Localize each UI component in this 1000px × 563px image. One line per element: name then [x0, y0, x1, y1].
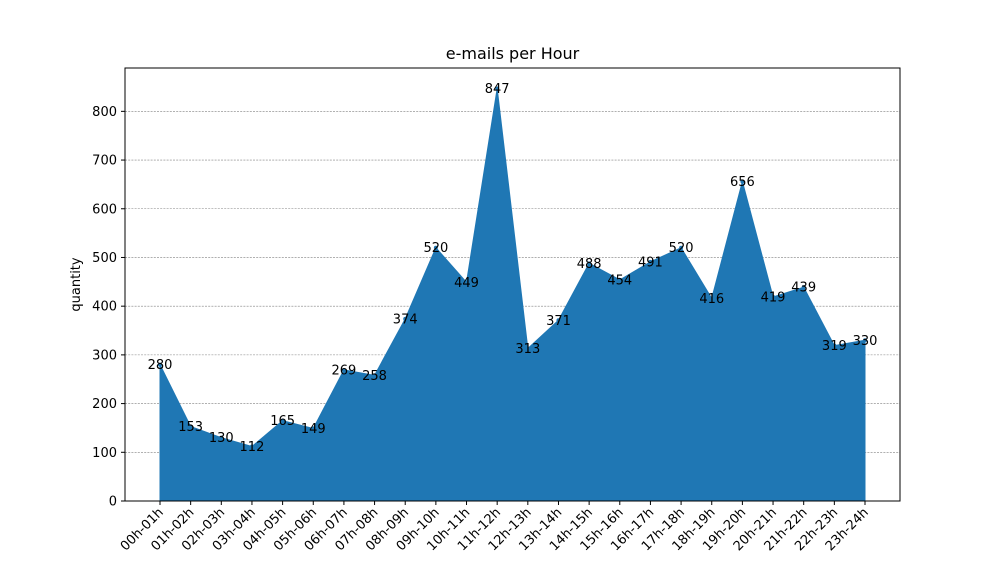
data-label: 419	[761, 290, 786, 305]
area-fill	[159, 88, 866, 502]
data-point	[863, 338, 867, 343]
data-point	[556, 318, 561, 323]
data-label: 374	[393, 312, 418, 327]
data-point	[433, 245, 438, 250]
y-tick-label: 600	[92, 202, 117, 217]
y-tick-label: 0	[109, 495, 117, 510]
data-label: 847	[485, 82, 510, 97]
chart-title: e-mails per Hour	[446, 44, 580, 63]
data-label: 371	[546, 314, 571, 329]
data-label: 165	[270, 414, 295, 429]
y-tick-label: 800	[92, 105, 117, 120]
data-point	[188, 424, 193, 429]
data-point	[372, 373, 377, 378]
data-label: 258	[362, 369, 387, 384]
data-label: 520	[423, 241, 448, 256]
data-label: 130	[209, 431, 234, 446]
data-label: 488	[577, 257, 602, 272]
data-point	[648, 259, 653, 264]
y-tick-label: 500	[92, 251, 117, 266]
data-label: 330	[853, 334, 878, 349]
y-axis-label: quantity	[69, 257, 84, 312]
y-tick-label: 300	[92, 348, 117, 363]
y-axis: 0 100 200 300 400 500 600 700 800	[92, 105, 125, 510]
y-tick-label: 200	[92, 397, 117, 412]
y-tick-label: 400	[92, 300, 117, 315]
data-label: 416	[699, 292, 724, 307]
data-label: 149	[301, 422, 326, 437]
data-point	[801, 285, 806, 290]
data-label: 454	[607, 273, 632, 288]
data-point	[587, 261, 592, 266]
data-point	[709, 296, 714, 301]
data-point	[311, 426, 316, 431]
data-label: 112	[240, 440, 265, 455]
plot-frame	[124, 67, 901, 502]
data-point	[679, 245, 684, 250]
data-label: 520	[669, 241, 694, 256]
data-labels: 280 153 130 112 165 149 269 258 374 520 449 847 313 3…	[148, 82, 878, 455]
data-label: 449	[454, 276, 479, 291]
y-tick-label: 100	[92, 446, 117, 461]
data-point	[249, 444, 254, 449]
data-label: 269	[331, 363, 356, 378]
data-point	[158, 362, 162, 367]
data-label: 656	[730, 175, 755, 190]
data-label: 439	[791, 281, 816, 296]
data-point	[403, 316, 408, 321]
data-point	[280, 418, 285, 423]
data-label: 313	[515, 342, 540, 357]
y-tick-label: 700	[92, 154, 117, 169]
data-point	[219, 435, 224, 440]
x-axis: 00h-01h01h-02h02h-03h03h-04h04h-05h05h-0…	[118, 501, 872, 554]
data-point	[464, 280, 469, 285]
data-label: 280	[148, 358, 173, 373]
data-point	[832, 343, 837, 348]
data-point	[771, 294, 776, 299]
data-label: 153	[178, 420, 203, 435]
data-label: 319	[822, 339, 847, 354]
data-label: 491	[638, 255, 663, 270]
data-point	[617, 277, 622, 282]
data-point	[495, 86, 500, 91]
area-series	[158, 86, 867, 502]
data-point	[341, 367, 346, 372]
data-point	[525, 346, 530, 351]
data-point	[740, 179, 745, 184]
